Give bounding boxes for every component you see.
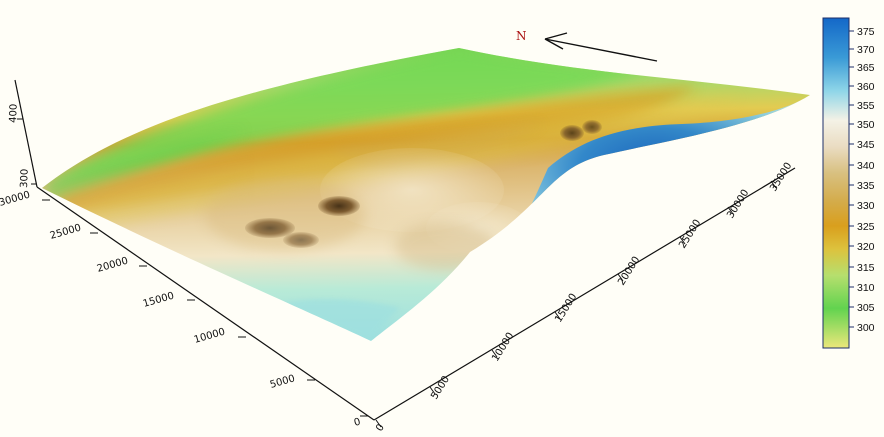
colorbar-label-310: 310 xyxy=(857,282,875,294)
axes-group xyxy=(14,79,796,428)
colorbar-label-315: 315 xyxy=(857,262,875,274)
terrain-surface xyxy=(42,48,810,341)
y-tick-label-20000: 20000 xyxy=(96,256,130,275)
colorbar-label-375: 375 xyxy=(857,26,875,38)
z-tick-label-400: 400 xyxy=(8,104,20,123)
x-tick-label-25000: 25000 xyxy=(677,218,703,251)
cyan-edge-southwest xyxy=(274,299,400,341)
colorbar-label-370: 370 xyxy=(857,44,875,56)
x-tick-label-20000: 20000 xyxy=(616,255,642,288)
x-tick-10000 xyxy=(491,349,498,358)
x-tick-label-0: 0 xyxy=(374,422,387,433)
colorbar-label-305: 305 xyxy=(857,302,875,314)
y-tick-label-5000: 5000 xyxy=(269,373,296,391)
north-arrow-icon xyxy=(544,32,658,62)
colorbar-label-365: 365 xyxy=(857,62,875,74)
colorbar-scale xyxy=(822,17,850,349)
colorbar-label-330: 330 xyxy=(857,200,875,212)
dark-pit-south xyxy=(283,232,319,248)
y-tick-label-10000: 10000 xyxy=(193,327,227,346)
colorbar-labels: 375 370 365 360 355 350 345 340 335 330 … xyxy=(857,26,875,334)
dark-pit-east xyxy=(560,125,584,141)
y-axis-line xyxy=(36,186,375,421)
colorbar-label-360: 360 xyxy=(857,81,875,93)
x-tick-label-10000: 10000 xyxy=(490,331,516,364)
x-axis-line xyxy=(373,167,796,421)
tan-mound-1 xyxy=(205,179,365,251)
x-tick-15000 xyxy=(554,311,561,320)
y-tick-label-25000: 25000 xyxy=(49,223,83,242)
north-label: N xyxy=(516,29,527,43)
dark-pit-east-2 xyxy=(582,120,602,134)
y-tick-label-15000: 15000 xyxy=(142,291,176,310)
x-tick-5000 xyxy=(429,386,436,395)
colorbar-label-335: 335 xyxy=(857,180,875,192)
colorbar: 375 370 365 360 355 350 345 340 335 330 … xyxy=(822,17,875,349)
x-tick-30000 xyxy=(727,206,734,215)
colorbar-label-355: 355 xyxy=(857,100,875,112)
colorbar-label-340: 340 xyxy=(857,160,875,172)
y-tick-label-30000: 30000 xyxy=(0,190,31,209)
north-indicator: N xyxy=(516,29,658,62)
colorbar-ticks xyxy=(849,30,854,328)
x-tick-20000 xyxy=(617,273,624,282)
y-tick-label-0: 0 xyxy=(353,417,362,429)
colorbar-label-320: 320 xyxy=(857,241,875,253)
z-axis-line xyxy=(14,79,38,188)
x-tick-0 xyxy=(375,419,382,428)
colorbar-label-345: 345 xyxy=(857,139,875,151)
x-tick-35000 xyxy=(770,180,777,189)
x-tick-label-30000: 30000 xyxy=(725,188,751,221)
z-tick-label-300: 300 xyxy=(19,169,31,188)
green-ridge xyxy=(42,48,650,188)
colorbar-label-350: 350 xyxy=(857,119,875,131)
relief-shade-ridge xyxy=(330,122,545,168)
tan-mound-2 xyxy=(395,222,495,270)
colorbar-label-300: 300 xyxy=(857,322,875,334)
x-tick-label-15000: 15000 xyxy=(553,292,579,325)
green-band-left xyxy=(44,128,245,203)
dark-pit-center xyxy=(318,196,360,216)
dark-pit-west xyxy=(245,218,295,238)
z-axis-labels: 300 400 xyxy=(8,104,31,188)
x-tick-25000 xyxy=(679,236,686,245)
x-tick-label-35000: 35000 xyxy=(768,161,794,194)
x-tick-label-5000: 5000 xyxy=(429,374,452,401)
colorbar-label-325: 325 xyxy=(857,221,875,233)
